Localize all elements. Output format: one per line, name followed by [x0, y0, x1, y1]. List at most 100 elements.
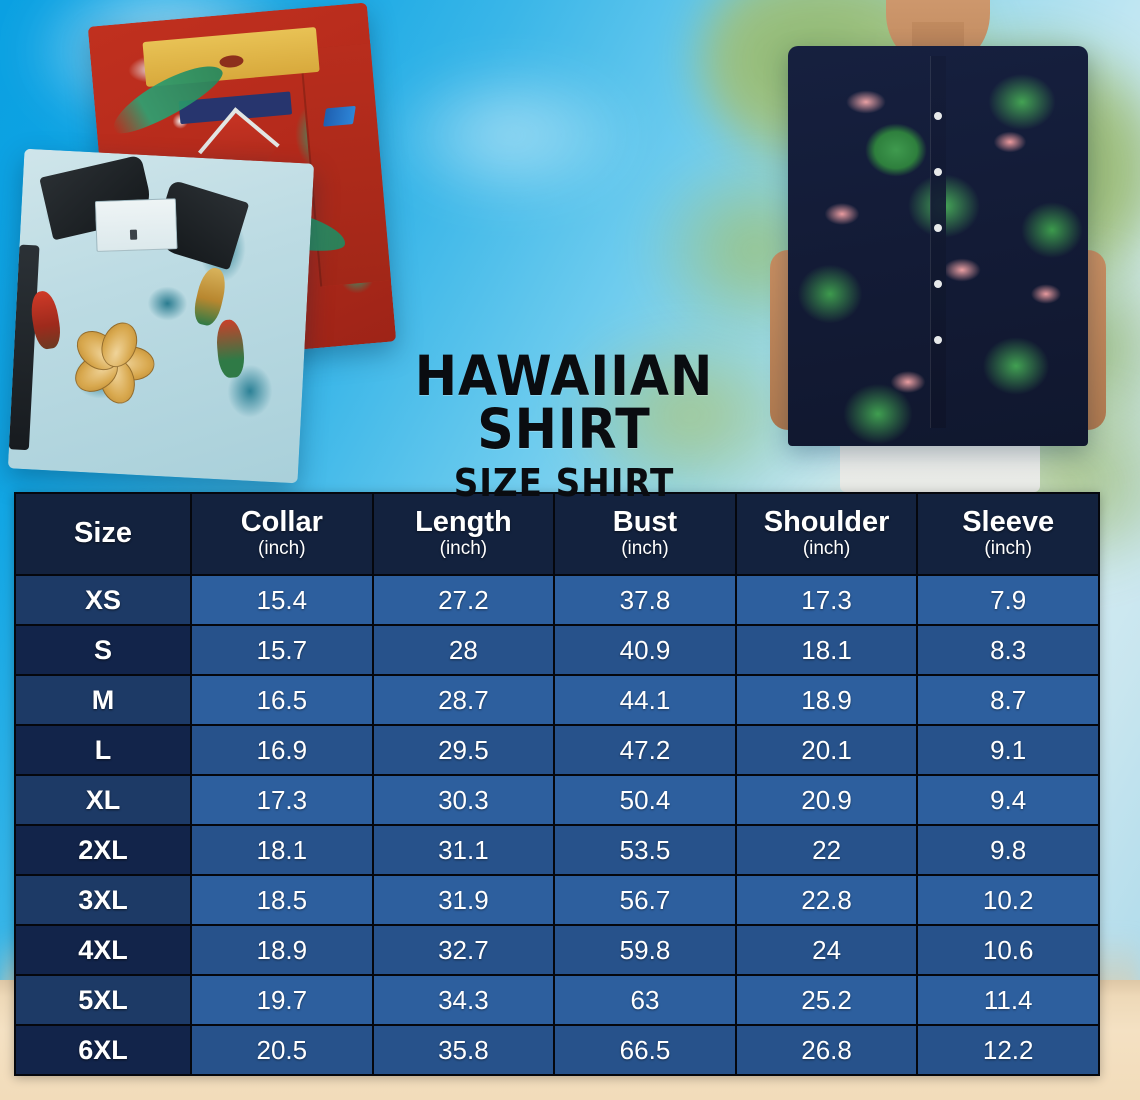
table-row: S 15.7 28 40.9 18.1 8.3 [14, 624, 1100, 676]
hibiscus-flower-print [68, 317, 177, 409]
cell-collar: 20.5 [190, 1024, 374, 1076]
model-photo [736, 0, 1140, 492]
cell-shoulder: 17.3 [734, 574, 919, 626]
cell-length: 32.7 [371, 924, 556, 976]
shirt-chest-pocket [95, 198, 179, 252]
table-row: XL 17.3 30.3 50.4 20.9 9.4 [14, 774, 1100, 826]
cell-size: L [14, 724, 192, 776]
column-header-length: Length (inch) [371, 492, 556, 576]
column-header-name: Sleeve [962, 506, 1055, 539]
column-header-shoulder: Shoulder (inch) [734, 492, 919, 576]
parrot-print [214, 318, 246, 379]
cell-length: 27.2 [371, 574, 556, 626]
cell-length: 31.1 [371, 824, 556, 876]
cell-collar: 16.5 [190, 674, 374, 726]
table-row: 6XL 20.5 35.8 66.5 26.8 12.2 [14, 1024, 1100, 1076]
header-row: Size Collar (inch) Length (inch) Bust (i… [14, 492, 1100, 576]
cell-size: M [14, 674, 192, 726]
cell-collar: 18.1 [190, 824, 374, 876]
column-header-name: Length [415, 506, 512, 539]
table-body: XS 15.4 27.2 37.8 17.3 7.9 S 15.7 28 40.… [14, 574, 1100, 1076]
cell-bust: 50.4 [553, 774, 737, 826]
cell-collar: 18.9 [190, 924, 374, 976]
column-header-bust: Bust (inch) [553, 492, 737, 576]
cell-length: 28.7 [371, 674, 556, 726]
cell-collar: 16.9 [190, 724, 374, 776]
table-row: L 16.9 29.5 47.2 20.1 9.1 [14, 724, 1100, 776]
page-title: HAWAIIAN SHIRT [414, 344, 714, 461]
cell-bust: 56.7 [553, 874, 737, 926]
cell-bust: 44.1 [553, 674, 737, 726]
column-header-unit: (inch) [621, 537, 669, 559]
table-row: 5XL 19.7 34.3 63 25.2 11.4 [14, 974, 1100, 1026]
cell-sleeve: 9.1 [916, 724, 1100, 776]
cell-size: XS [14, 574, 192, 626]
column-header-unit: (inch) [802, 537, 851, 559]
shirt-button [934, 168, 942, 176]
shirt-button [934, 280, 942, 288]
table-row: XS 15.4 27.2 37.8 17.3 7.9 [14, 574, 1100, 626]
cell-bust: 47.2 [553, 724, 737, 776]
cell-bust: 59.8 [553, 924, 737, 976]
cell-sleeve: 9.8 [916, 824, 1100, 876]
column-header-sleeve: Sleeve (inch) [916, 492, 1100, 576]
table-row: 2XL 18.1 31.1 53.5 22 9.8 [14, 824, 1100, 876]
cell-sleeve: 10.2 [916, 874, 1100, 926]
cell-collar: 15.4 [190, 574, 374, 626]
column-header-unit: (inch) [984, 537, 1032, 559]
cell-size: 5XL [14, 974, 192, 1026]
size-chart-table: Size Collar (inch) Length (inch) Bust (i… [14, 492, 1100, 1076]
cell-shoulder: 24 [734, 924, 919, 976]
cell-size: XL [14, 774, 192, 826]
column-header-name: Bust [612, 506, 678, 539]
cell-collar: 15.7 [190, 624, 374, 676]
cell-collar: 17.3 [190, 774, 374, 826]
shirt-brand-logo [322, 105, 356, 127]
cell-bust: 53.5 [553, 824, 737, 876]
cell-sleeve: 8.3 [916, 624, 1100, 676]
cell-shoulder: 26.8 [734, 1024, 919, 1076]
cell-size: 3XL [14, 874, 192, 926]
column-header-size: Size [14, 492, 192, 576]
table-row: 4XL 18.9 32.7 59.8 24 10.6 [14, 924, 1100, 976]
navy-flamingo-hawaiian-shirt [788, 46, 1088, 446]
cell-bust: 37.8 [553, 574, 737, 626]
cell-shoulder: 20.1 [734, 724, 919, 776]
column-header-name: Size [73, 517, 133, 550]
cell-length: 35.8 [371, 1024, 556, 1076]
shirt-edge-trim [8, 244, 40, 451]
cell-shoulder: 20.9 [734, 774, 919, 826]
cell-size: 6XL [14, 1024, 192, 1076]
cell-sleeve: 11.4 [916, 974, 1100, 1026]
column-header-unit: (inch) [258, 537, 306, 559]
cell-length: 31.9 [371, 874, 556, 926]
parrot-print [190, 265, 230, 328]
cell-size: 4XL [14, 924, 192, 976]
cell-bust: 63 [553, 974, 737, 1026]
page-subtitle: SIZE SHIRT [453, 460, 675, 505]
cloud-blur [380, 60, 640, 210]
column-header-collar: Collar (inch) [190, 492, 374, 576]
title-block: HAWAIIAN SHIRT SIZE SHIRT [314, 344, 814, 505]
column-header-unit: (inch) [439, 537, 488, 559]
column-header-name: Shoulder [763, 506, 890, 539]
table-header: Size Collar (inch) Length (inch) Bust (i… [14, 492, 1100, 576]
cell-length: 29.5 [371, 724, 556, 776]
cell-sleeve: 12.2 [916, 1024, 1100, 1076]
cell-sleeve: 9.4 [916, 774, 1100, 826]
cell-sleeve: 7.9 [916, 574, 1100, 626]
column-header-name: Collar [240, 506, 323, 539]
cell-shoulder: 22.8 [734, 874, 919, 926]
cell-length: 30.3 [371, 774, 556, 826]
shirt-button [934, 112, 942, 120]
cell-size: 2XL [14, 824, 192, 876]
table-row: M 16.5 28.7 44.1 18.9 8.7 [14, 674, 1100, 726]
cell-shoulder: 18.1 [734, 624, 919, 676]
shirt-button [934, 336, 942, 344]
table-row: 3XL 18.5 31.9 56.7 22.8 10.2 [14, 874, 1100, 926]
cell-size: S [14, 624, 192, 676]
cell-shoulder: 22 [734, 824, 919, 876]
shirt-button [934, 224, 942, 232]
cell-sleeve: 10.6 [916, 924, 1100, 976]
